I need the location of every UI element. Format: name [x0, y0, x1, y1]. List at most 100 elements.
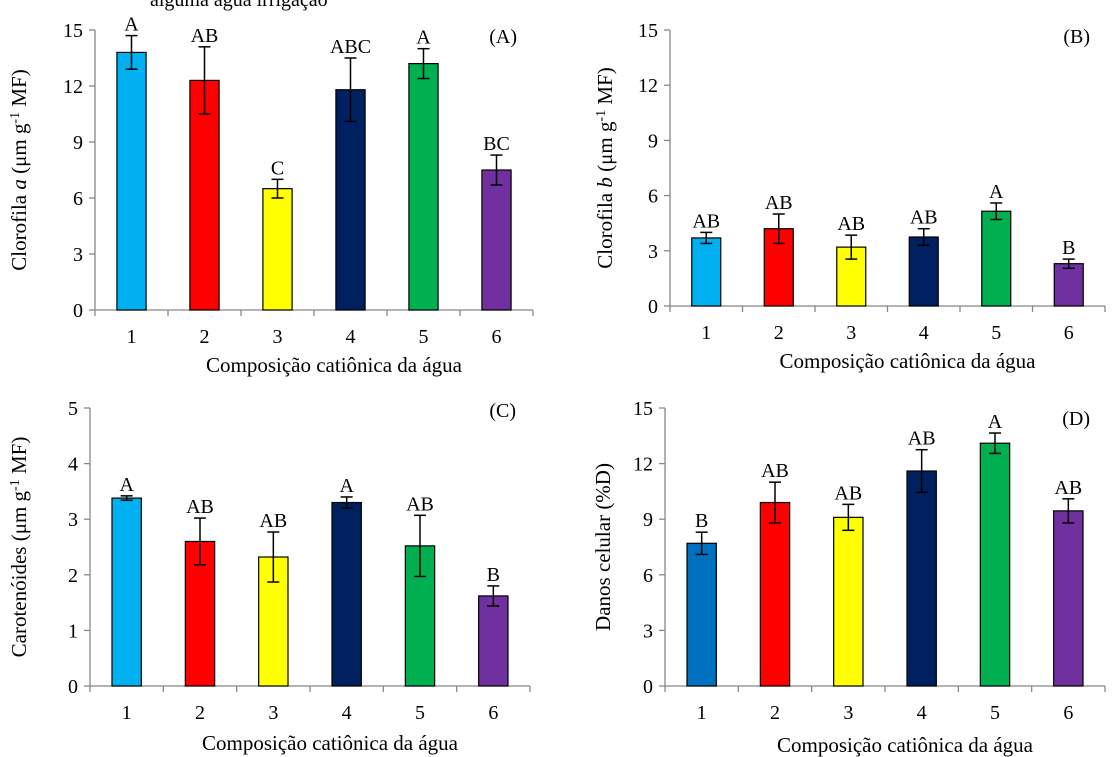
significance-letter: AB: [186, 496, 214, 518]
bar-6: [478, 595, 509, 687]
bar-4: [908, 236, 939, 307]
x-tick-label: 1: [697, 702, 707, 724]
x-tick-label: 4: [917, 702, 927, 724]
significance-letter: C: [271, 157, 284, 179]
significance-letter: AB: [765, 192, 793, 214]
x-axis-title: Composição catiônica da água: [777, 733, 1034, 757]
significance-letter: A: [416, 27, 431, 49]
x-axis-title: Composição catiônica da água: [780, 349, 1037, 373]
y-tick-label: 3: [68, 509, 78, 531]
x-tick-label: 6: [488, 702, 498, 724]
y-tick-label: 2: [68, 565, 78, 587]
chart-panel-2: 0 3 6 9 12 15 AB 1 AB 2 AB 3 AB 4 A 5 B 6 (B) Composição ca…: [593, 20, 1106, 373]
significance-letter: B: [1062, 237, 1075, 259]
y-axis-title: Clorofila b (μm g-1 MF): [593, 67, 617, 268]
significance-letter: BC: [483, 133, 510, 155]
x-tick-label: 3: [268, 702, 278, 724]
bar-5: [979, 442, 1011, 687]
panel-label: (B): [1063, 26, 1090, 48]
cropped-top-text: alguma água irrigação: [150, 0, 328, 11]
y-tick-label: 15: [63, 20, 83, 42]
bar-1: [116, 51, 147, 311]
x-axis-title: Composição catiônica da água: [206, 353, 463, 377]
y-tick-label: 4: [68, 454, 78, 476]
panel-label: (A): [489, 26, 517, 48]
significance-letter: A: [119, 474, 134, 496]
y-tick-label: 15: [638, 20, 658, 42]
x-tick-label: 3: [846, 322, 856, 344]
significance-letter: AB: [406, 493, 434, 515]
bar-2: [189, 79, 220, 311]
panel-label: (C): [489, 400, 516, 422]
y-tick-label: 9: [648, 130, 658, 152]
y-tick-label: 12: [63, 76, 83, 98]
significance-letter: A: [124, 14, 139, 36]
x-tick-label: 1: [122, 702, 132, 724]
x-tick-label: 6: [1064, 322, 1074, 344]
significance-letter: A: [989, 181, 1004, 203]
significance-letter: AB: [761, 460, 789, 482]
bar-1: [691, 237, 722, 307]
y-axis-title: Danos celular (%D): [591, 463, 615, 631]
y-axis-title: Carotenóides (μm g-1 MF): [7, 437, 31, 658]
significance-letter: AB: [910, 207, 938, 229]
bar-3: [833, 516, 864, 687]
x-tick-label: 1: [127, 326, 137, 348]
x-tick-label: 4: [919, 322, 929, 344]
bar-2: [184, 540, 216, 687]
y-tick-label: 0: [68, 676, 78, 698]
significance-letter: AB: [837, 213, 865, 235]
bar-5: [408, 62, 439, 311]
significance-letter: AB: [259, 510, 287, 532]
bar-4: [335, 89, 366, 311]
y-axis-title: Clorofila a (μm g-1 MF): [7, 69, 31, 270]
y-tick-label: 6: [643, 565, 653, 587]
chart-panel-1: 0 3 6 9 12 15 A 1 AB 2 C 3 ABC 4 A 5 BC 6 (A) Composição ca…: [7, 14, 534, 377]
x-tick-label: 2: [195, 702, 205, 724]
panel-label: (D): [1062, 408, 1090, 430]
x-tick-label: 1: [701, 322, 711, 344]
y-tick-label: 0: [643, 676, 653, 698]
significance-letter: ABC: [330, 36, 371, 58]
x-axis-title: Composição catiônica da água: [202, 731, 459, 755]
chart-panel-4: 0 3 6 9 12 15 B 1 AB 2 AB 3 AB 4 A 5 AB 6 (D) Composição ca…: [591, 398, 1106, 757]
significance-letter: A: [988, 411, 1003, 433]
y-tick-label: 3: [648, 241, 658, 263]
x-tick-label: 4: [342, 702, 352, 724]
bar-5: [981, 210, 1012, 307]
significance-letter: B: [695, 510, 708, 532]
significance-letter: AB: [692, 210, 720, 232]
x-tick-label: 5: [990, 702, 1000, 724]
y-tick-label: 12: [638, 75, 658, 97]
bar-6: [1053, 263, 1084, 307]
y-tick-label: 0: [73, 300, 83, 322]
x-tick-label: 5: [991, 322, 1001, 344]
bar-1: [111, 497, 142, 687]
x-tick-label: 5: [415, 702, 425, 724]
bar-6: [1053, 510, 1084, 687]
x-tick-label: 3: [843, 702, 853, 724]
x-tick-label: 2: [200, 326, 210, 348]
x-tick-label: 2: [770, 702, 780, 724]
significance-letter: B: [487, 564, 500, 586]
y-tick-label: 3: [643, 620, 653, 642]
chart-panel-3: 0 1 2 3 4 5 A 1 AB 2 AB 3 A 4 AB 5 B 6 (C) Composição catiô…: [7, 398, 531, 755]
x-tick-label: 3: [273, 326, 283, 348]
y-tick-label: 0: [648, 296, 658, 318]
y-tick-label: 9: [643, 509, 653, 531]
bar-1: [686, 542, 717, 687]
significance-letter: AB: [908, 428, 936, 450]
y-tick-label: 5: [68, 398, 78, 420]
significance-letter: AB: [191, 25, 219, 47]
y-tick-label: 15: [633, 398, 653, 420]
y-tick-label: 6: [73, 188, 83, 210]
y-tick-label: 9: [73, 132, 83, 154]
significance-letter: A: [339, 475, 354, 497]
significance-letter: AB: [1054, 477, 1082, 499]
bar-2: [759, 501, 791, 687]
bar-4: [906, 470, 937, 687]
x-tick-label: 2: [774, 322, 784, 344]
y-tick-label: 3: [73, 244, 83, 266]
x-tick-label: 6: [492, 326, 502, 348]
